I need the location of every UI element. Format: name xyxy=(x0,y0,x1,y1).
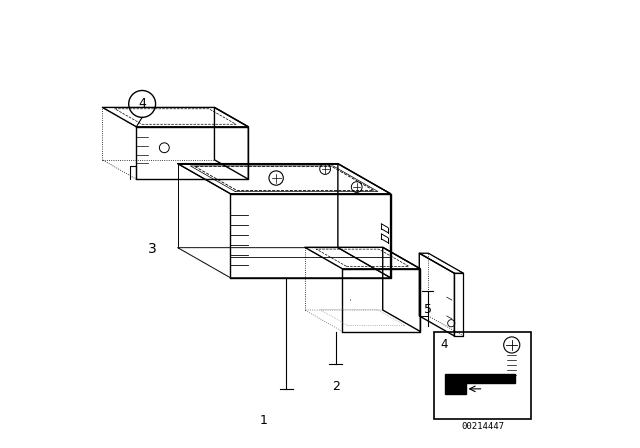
Text: 2: 2 xyxy=(332,379,340,393)
Polygon shape xyxy=(445,374,515,394)
Text: 00214447: 00214447 xyxy=(461,422,504,431)
Bar xyxy=(435,332,531,419)
Text: 1: 1 xyxy=(260,414,268,427)
Text: 3: 3 xyxy=(148,241,156,256)
Text: 4: 4 xyxy=(440,337,448,351)
Text: 5: 5 xyxy=(424,302,431,316)
Text: 4: 4 xyxy=(138,97,146,111)
